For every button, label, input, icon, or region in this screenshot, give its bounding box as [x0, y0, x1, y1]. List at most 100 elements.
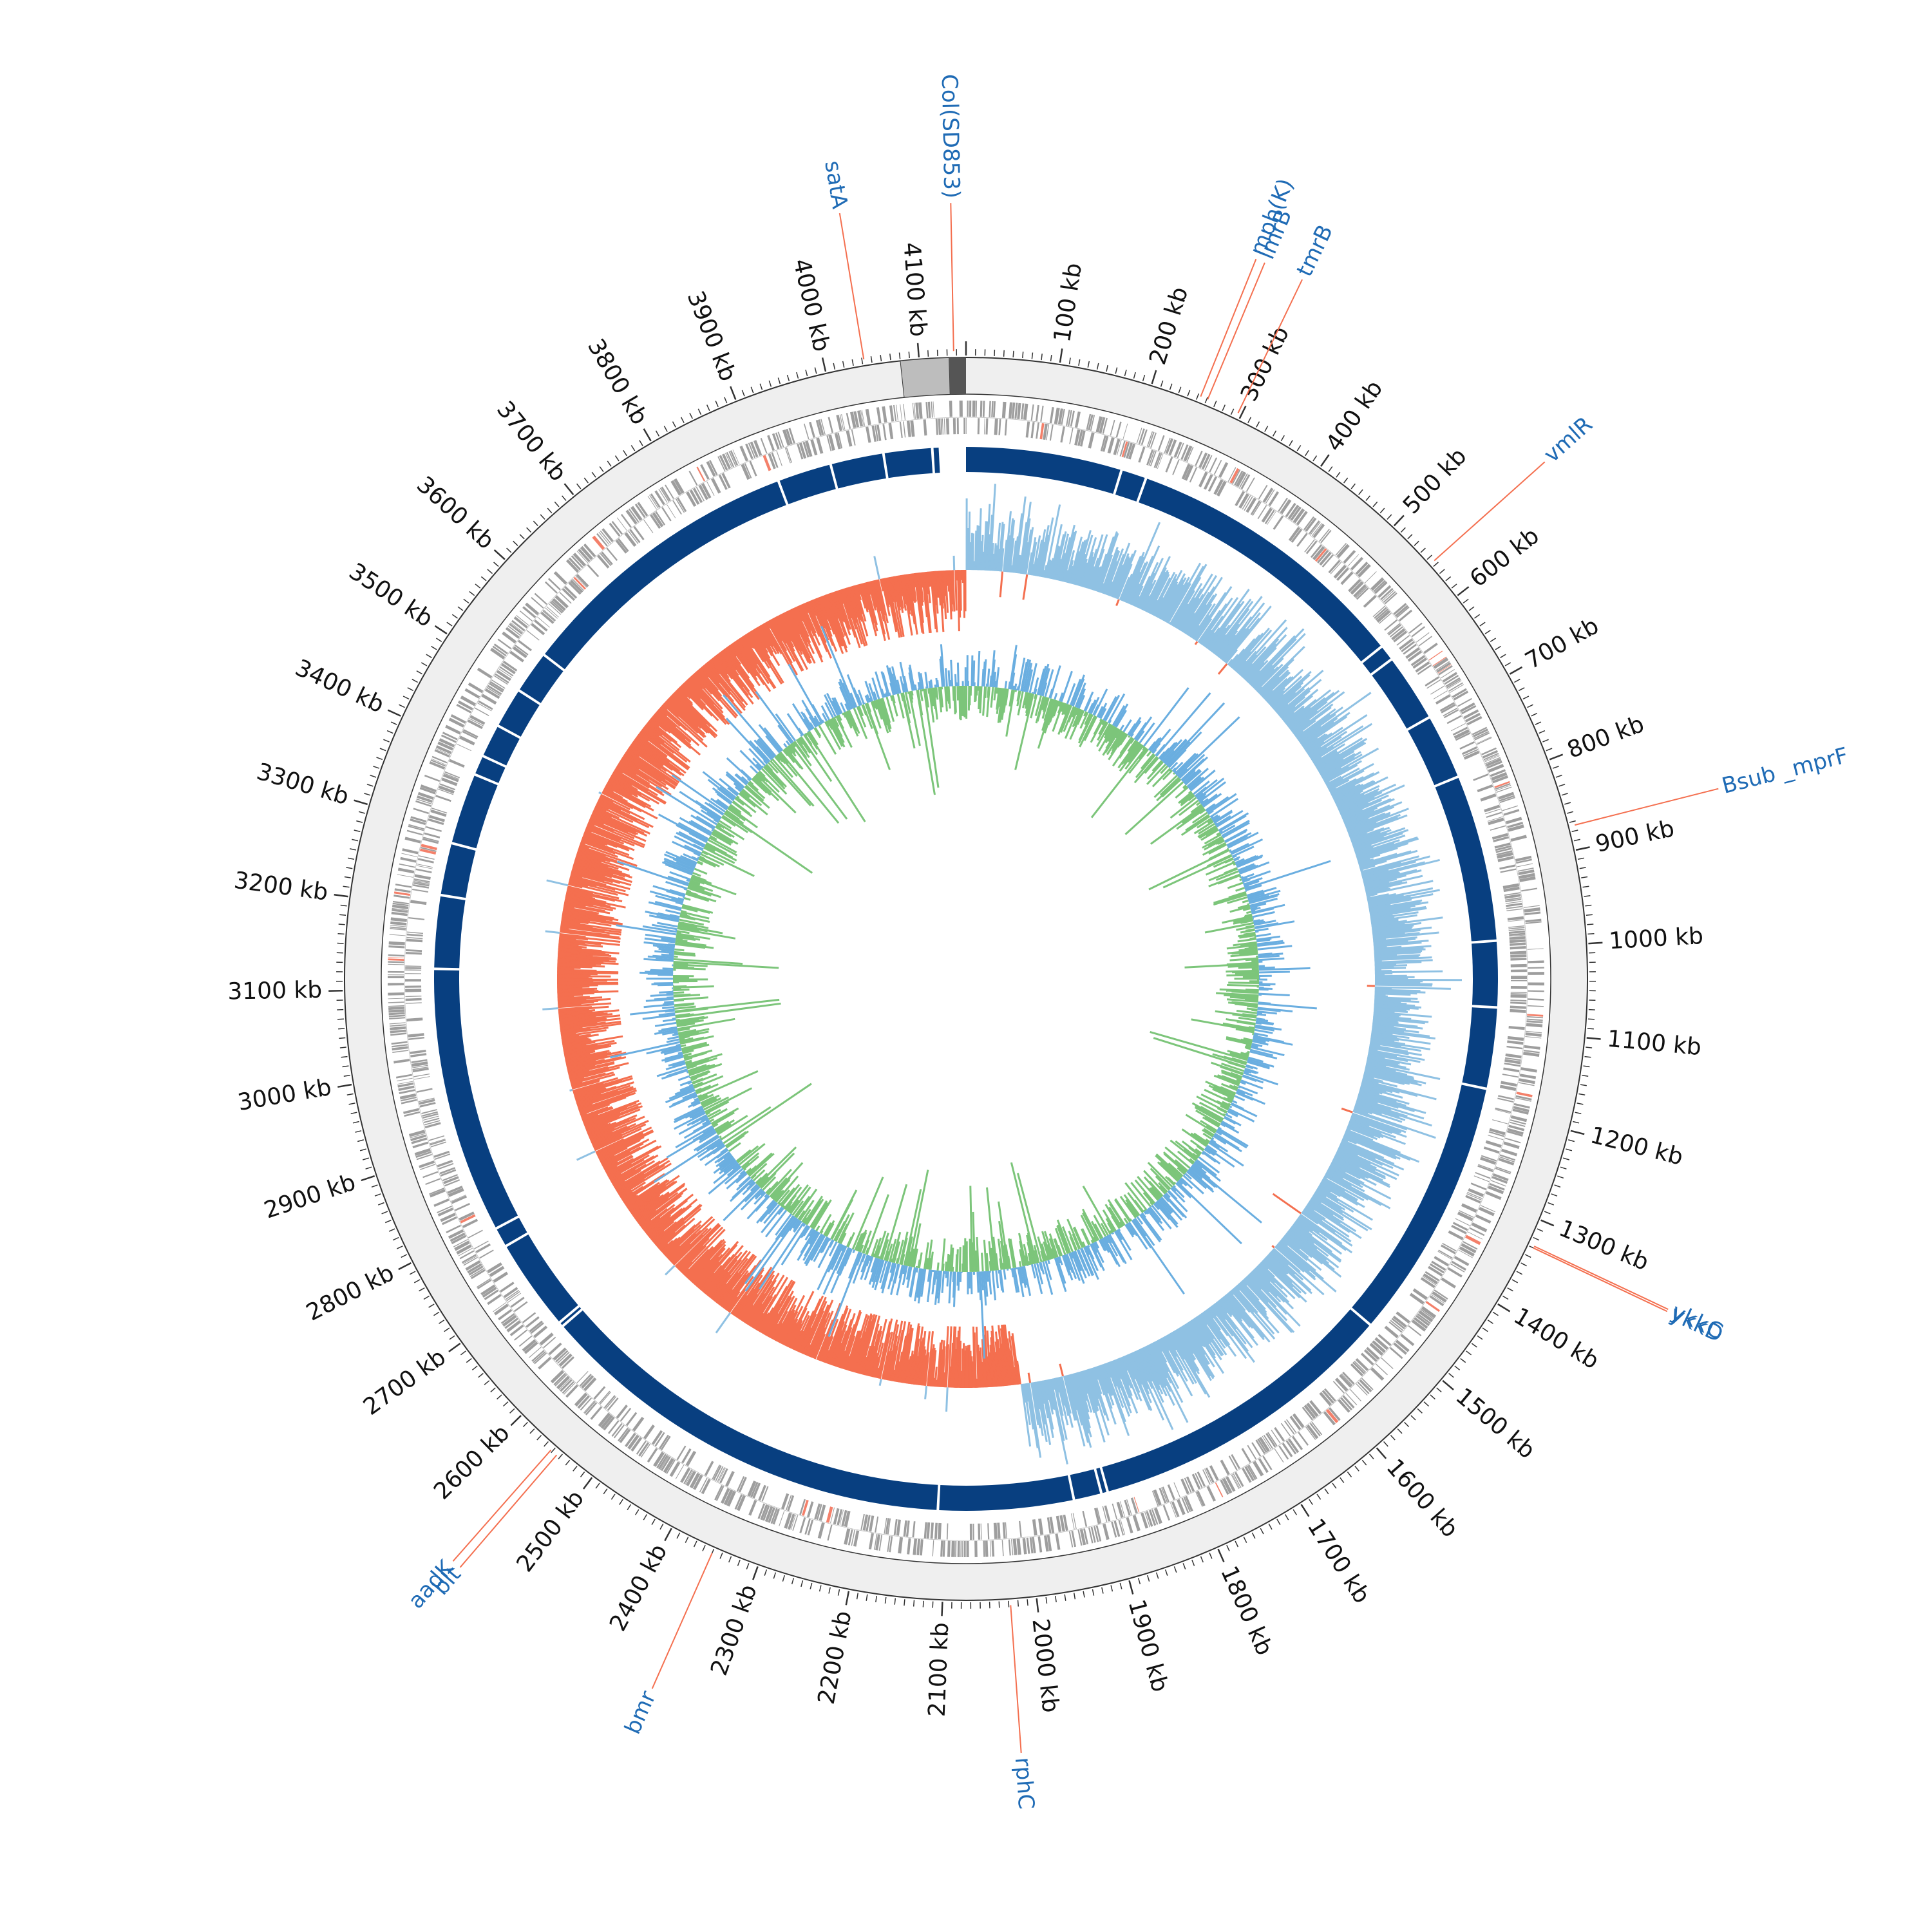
gc-skew-bar — [1363, 1074, 1374, 1079]
gc-skew-bar — [560, 927, 569, 931]
gc-skew-bar — [1021, 518, 1031, 574]
gc-content-bar — [1245, 1046, 1251, 1050]
cds-feature — [405, 967, 422, 969]
cds-feature — [661, 486, 671, 502]
gc-content-bar — [887, 1263, 896, 1290]
gc-skew-bar — [1194, 641, 1198, 645]
cds-feature — [389, 934, 406, 936]
gc-skew-bar — [1018, 555, 1022, 574]
gc-skew-bar — [591, 813, 639, 835]
gc-content-bar — [797, 1210, 806, 1220]
gc-skew-bar — [558, 1009, 596, 1014]
cds-feature — [1400, 1334, 1415, 1347]
gc-skew-bar — [1372, 922, 1422, 931]
gc-skew-bar — [828, 1321, 846, 1365]
cds-feature — [1428, 1265, 1443, 1277]
cds-feature — [1262, 1435, 1272, 1450]
gc-skew-bar — [1248, 635, 1296, 685]
gc-content-bar — [1238, 1086, 1241, 1089]
gc-content-bar — [1226, 943, 1258, 950]
gc-skew-bar — [931, 1350, 937, 1387]
gc-skew-bar — [1004, 511, 1012, 573]
gc-content-bar — [1238, 1085, 1258, 1095]
gc-skew-bar — [1227, 658, 1233, 666]
cds-feature — [1519, 1078, 1535, 1084]
gc-content-bar — [1134, 1179, 1156, 1204]
cds-feature — [1465, 1235, 1481, 1245]
gc-skew-bar — [1352, 827, 1406, 848]
gc-skew-bar — [687, 679, 730, 725]
gc-content-bar — [1175, 753, 1199, 776]
cds-feature — [658, 1434, 670, 1450]
gc-skew-bar — [1107, 553, 1125, 596]
gc-skew-bar — [618, 762, 638, 776]
gc-content-bar — [995, 1270, 999, 1289]
gc-skew-bar — [566, 1059, 605, 1070]
gc-content-bar — [693, 1134, 719, 1151]
gc-skew-bar — [559, 1014, 621, 1023]
cds-feature — [506, 1291, 520, 1302]
gc-skew-bar — [625, 1184, 659, 1208]
gc-skew-bar — [659, 707, 681, 727]
gc-skew-bar — [761, 623, 780, 654]
cds-feature — [1452, 1222, 1468, 1231]
gc-skew-bar — [878, 1332, 891, 1379]
cds-feature — [1497, 1097, 1514, 1103]
gc-skew-bar — [715, 654, 754, 705]
gc-skew-bar — [558, 950, 610, 956]
gc-skew-bar — [864, 582, 878, 632]
cds-feature — [430, 1141, 447, 1148]
gc-skew-bar — [1112, 1359, 1122, 1379]
gc-content-bar — [1238, 966, 1259, 969]
gc-skew-bar — [1098, 554, 1113, 593]
cds-feature — [1509, 933, 1526, 936]
gc-skew-bar — [766, 1295, 790, 1337]
gc-content-bar — [1251, 909, 1256, 912]
gc-content-bar — [1146, 763, 1167, 785]
cds-feature — [1509, 939, 1526, 943]
gc-skew-bar — [980, 1347, 983, 1388]
gc-skew-bar — [875, 580, 891, 640]
gc-skew-bar — [1354, 1106, 1373, 1115]
gc-content-bar — [762, 1176, 777, 1191]
cds-feature — [412, 1067, 429, 1073]
cds-feature — [701, 483, 712, 499]
gc-content-bar — [699, 1131, 717, 1144]
gc-content-bar — [1220, 824, 1236, 835]
gc-content-bar — [1218, 815, 1247, 833]
gc-skew-bar — [1193, 1318, 1222, 1361]
cds-feature — [1347, 554, 1359, 567]
cds-feature — [1151, 1490, 1159, 1506]
gc-skew-bar — [1003, 540, 1008, 572]
cds-feature — [608, 1420, 620, 1434]
gc-skew-bar — [1069, 1374, 1089, 1443]
cds-feature — [776, 450, 782, 466]
gc-content-bar — [851, 1177, 884, 1250]
gc-content-bar — [1015, 1267, 1018, 1270]
cds-feature — [548, 603, 562, 615]
gc-content-bar — [852, 1249, 856, 1253]
gc-skew-bar — [594, 1128, 642, 1151]
cds-feature — [1183, 1497, 1191, 1513]
cds-feature — [416, 799, 432, 805]
gc-skew-bar — [1365, 1066, 1414, 1079]
gc-skew-bar — [1192, 614, 1210, 639]
gc-skew-bar — [698, 668, 719, 692]
cds-feature — [451, 1195, 466, 1202]
gc-skew-bar — [1278, 1241, 1324, 1280]
cds-feature — [1321, 554, 1334, 568]
cds-feature — [390, 1026, 406, 1030]
gc-skew-bar — [1187, 594, 1215, 636]
cds-feature — [1381, 589, 1395, 601]
gc-skew-bar — [1374, 992, 1411, 996]
gc-skew-bar — [1321, 766, 1342, 779]
cds-feature — [1265, 1433, 1276, 1448]
gc-skew-bar — [1287, 1229, 1327, 1261]
cds-feature — [903, 1520, 907, 1537]
gc-content-bar — [694, 1075, 724, 1089]
cds-feature — [493, 675, 508, 685]
gc-skew-bar — [1322, 747, 1379, 781]
gc-skew-bar — [676, 1224, 720, 1269]
gc-skew-bar — [558, 1005, 609, 1012]
gc-skew-bar — [1367, 889, 1440, 905]
